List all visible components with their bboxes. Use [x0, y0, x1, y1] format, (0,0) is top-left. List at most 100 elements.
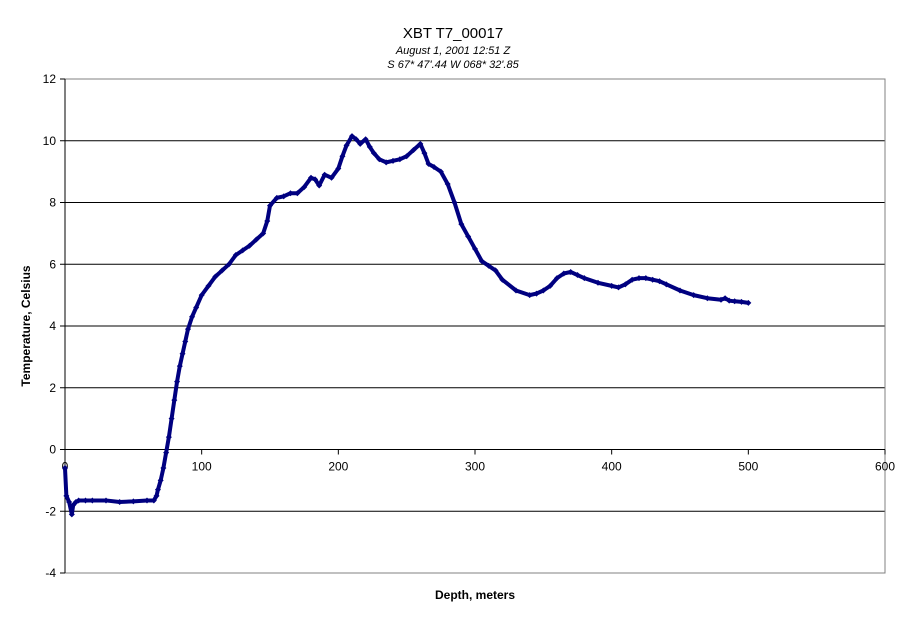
data-point — [349, 133, 355, 140]
data-point — [171, 397, 178, 404]
y-tick-label: 12 — [43, 72, 57, 86]
data-point — [722, 295, 729, 302]
data-point — [444, 180, 451, 187]
data-point — [316, 182, 323, 189]
data-point — [370, 150, 377, 157]
data-point — [554, 275, 560, 282]
data-point — [301, 184, 308, 191]
y-tick-label: 6 — [49, 257, 56, 271]
chart-subtitle-date: August 1, 2001 12:51 Z — [395, 45, 512, 57]
data-point — [677, 287, 683, 294]
data-point — [312, 176, 319, 183]
data-point — [726, 297, 733, 304]
data-point — [212, 273, 219, 280]
x-tick-label: 100 — [192, 460, 212, 474]
data-point — [267, 202, 273, 209]
data-point — [144, 497, 150, 504]
data-point — [82, 497, 89, 504]
data-point — [353, 136, 360, 143]
data-point — [663, 281, 670, 288]
data-point — [116, 498, 123, 505]
data-point — [478, 258, 485, 265]
data-point — [458, 221, 465, 228]
data-point — [366, 143, 373, 150]
data-point — [280, 193, 287, 200]
data-point — [437, 168, 444, 175]
data-point — [357, 140, 364, 147]
x-tick-label: 400 — [602, 460, 622, 474]
chart-subtitle-position: S 67* 47'.44 W 068* 32'.85 — [387, 59, 519, 71]
x-tick-labels: 0100200300400500600 — [62, 460, 896, 474]
data-point — [232, 251, 239, 258]
data-point — [174, 378, 181, 385]
data-point — [421, 150, 428, 157]
data-point — [226, 261, 232, 268]
data-point — [615, 284, 622, 291]
y-tick-label: -4 — [45, 566, 56, 580]
data-point — [168, 415, 175, 422]
data-point — [581, 275, 588, 282]
data-point — [287, 190, 294, 197]
data-point — [649, 276, 656, 283]
data-point — [160, 465, 167, 472]
data-point — [431, 163, 437, 170]
data-point — [193, 304, 200, 311]
x-tick-label: 500 — [738, 460, 758, 474]
data-point — [629, 276, 636, 283]
data-point — [165, 434, 172, 441]
data-point — [89, 497, 96, 504]
data-point — [153, 492, 160, 499]
data-point — [533, 290, 540, 297]
y-axis-label: Temperature, Celsius — [19, 265, 33, 386]
data-point — [574, 272, 581, 279]
data-point — [547, 282, 554, 289]
x-tick-label: 300 — [465, 460, 485, 474]
y-tick-label: 8 — [49, 196, 56, 210]
y-tick-label: 0 — [49, 443, 56, 457]
data-point — [157, 477, 164, 484]
data-point — [383, 159, 390, 166]
data-point — [656, 278, 663, 285]
data-point — [260, 230, 267, 237]
data-point — [103, 497, 109, 504]
data-point — [176, 363, 183, 370]
data-point — [343, 142, 350, 149]
data-point — [396, 156, 403, 163]
data-point — [68, 511, 75, 518]
data-point — [294, 190, 301, 197]
data-point — [130, 498, 137, 505]
x-tick-label: 600 — [875, 460, 895, 474]
data-point — [163, 449, 170, 456]
data-point — [273, 194, 280, 201]
data-point — [362, 136, 369, 143]
y-tick-label: -2 — [45, 504, 56, 518]
data-point — [253, 236, 260, 243]
data-point — [622, 281, 629, 288]
data-point — [219, 267, 226, 274]
data-point — [154, 486, 161, 493]
y-tick-labels: -4 -2 0 2 4 6 8 10 12 — [43, 72, 57, 580]
data-point — [731, 298, 738, 305]
data-point — [246, 242, 253, 249]
chart-title: XBT T7_00017 — [403, 25, 503, 42]
series-line — [63, 134, 749, 517]
data-point — [239, 247, 246, 254]
data-point — [75, 497, 82, 504]
data-point — [403, 153, 410, 160]
data-point — [451, 199, 458, 206]
data-point — [499, 276, 506, 283]
data-series — [62, 133, 752, 518]
data-point — [339, 153, 346, 160]
data-point — [560, 270, 567, 277]
data-point — [704, 295, 711, 302]
data-point — [567, 268, 574, 275]
data-point — [745, 299, 752, 306]
data-point — [492, 267, 499, 274]
data-point — [636, 275, 642, 282]
data-point — [189, 313, 196, 320]
data-point — [410, 147, 417, 154]
x-tick-label: 200 — [328, 460, 348, 474]
data-point — [335, 165, 342, 172]
data-point — [425, 160, 432, 167]
